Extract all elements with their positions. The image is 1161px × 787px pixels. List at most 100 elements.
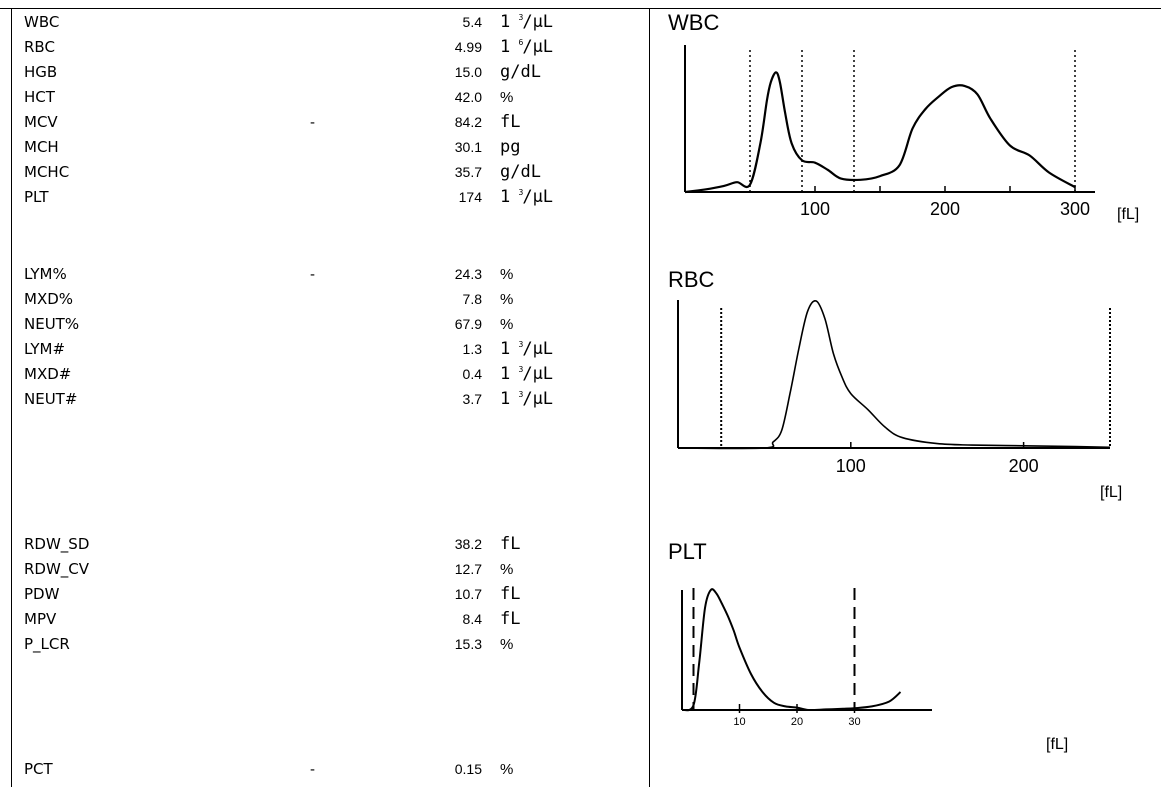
param-name: MCV [24,113,58,131]
param-value: 0.4 [462,366,482,382]
param-name: HCT [24,88,55,106]
param-row-lym-: LYM% - 24.3% [0,265,649,284]
unit-tail: /µL [522,389,554,409]
param-flag: - [310,761,315,778]
param-row-mxd-: MXD% 7.8% [0,290,649,309]
param-row-mchc: MCHC 35.7 g/dL [0,163,649,182]
param-unit: fL [500,535,520,554]
x-tick-label: 200 [930,199,960,219]
param-value: 1.3 [462,341,482,357]
unit-base: 1 [500,339,511,359]
unit-tail: /µL [522,37,554,57]
param-unit: % [500,265,513,284]
unit-tail: /µL [522,12,554,32]
unit-base: 1 [500,37,511,57]
top-border [0,8,1161,9]
param-name: MXD% [24,290,74,308]
param-name: MPV [24,610,57,628]
param-row-p-lcr: P_LCR 15.3% [0,635,649,654]
unit-base: fL [500,534,521,554]
x-tick-label: 300 [1060,199,1090,219]
param-unit: 1 6/µL [500,38,553,59]
param-value: 3.7 [462,391,482,407]
unit-tail: /µL [522,364,554,384]
param-row-neut-: NEUT# 3.7 1 3/µL [0,390,649,409]
param-name: NEUT% [24,315,80,333]
param-value: 38.2 [454,536,482,552]
param-name: LYM% [24,265,67,283]
distribution-curve [681,588,902,712]
param-row-rdw-sd: RDW_SD 38.2 fL [0,535,649,554]
left-border [11,8,12,787]
param-unit: 1 3/µL [500,340,553,361]
param-row-mpv: MPV 8.4 fL [0,610,649,629]
param-name: MCH [24,138,59,156]
x-tick-label: 100 [836,456,866,476]
param-unit: fL [500,610,520,629]
unit-base: g/dL [500,62,541,82]
param-value: 0.15 [454,761,482,777]
param-unit: fL [500,585,520,604]
wbc-unit-label: [fL] [1117,206,1140,223]
param-unit: 1 3/µL [500,13,553,34]
plt-unit-label: [fL] [1046,736,1069,753]
plt-graph-title: PLT [668,539,707,564]
unit-exponent: 3 [518,340,524,349]
unit-base: fL [500,609,521,629]
unit-exponent: 3 [518,13,524,22]
param-name: WBC [24,13,60,31]
param-row-pct: PCT - 0.15% [0,760,649,779]
unit-base: fL [500,584,521,604]
unit-base: % [500,761,514,778]
param-value: 8.4 [462,611,482,627]
param-value: 35.7 [454,164,482,180]
unit-exponent: 3 [518,365,524,374]
param-unit: % [500,88,513,107]
param-unit: fL [500,113,520,132]
param-value: 84.2 [454,114,482,130]
param-row-hct: HCT 42.0% [0,88,649,107]
param-unit: % [500,560,513,579]
unit-base: pg [500,137,521,157]
param-name: MCHC [24,163,70,181]
unit-base: fL [500,112,521,132]
param-name: RDW_SD [24,535,90,553]
param-unit: g/dL [500,163,541,182]
param-value: 12.7 [454,561,482,577]
unit-tail: /µL [522,187,554,207]
param-unit: 1 3/µL [500,365,553,386]
param-row-rbc: RBC 4.99 1 6/µL [0,38,649,57]
wbc-graph-title: WBC [668,10,720,35]
param-row-wbc: WBC 5.4 1 3/µL [0,13,649,32]
param-value: 4.99 [454,39,482,55]
param-value: 67.9 [454,316,482,332]
param-name: RDW_CV [24,560,90,578]
param-unit: g/dL [500,63,541,82]
param-value: 24.3 [454,266,482,282]
unit-base: 1 [500,187,511,207]
unit-base: % [500,636,514,653]
param-name: P_LCR [24,635,70,653]
param-name: PLT [24,188,49,206]
distribution-curve [677,299,1111,450]
param-value: 10.7 [454,586,482,602]
param-row-lym-: LYM# 1.3 1 3/µL [0,340,649,359]
param-row-pdw: PDW 10.7 fL [0,585,649,604]
param-row-hgb: HGB 15.0 g/dL [0,63,649,82]
unit-base: 1 [500,12,511,32]
unit-base: % [500,561,514,578]
wbc-histogram: 100 200 300 [684,45,1095,219]
param-value: 15.3 [454,636,482,652]
unit-tail: /µL [522,339,554,359]
rbc-histogram: 100 200 [677,299,1111,476]
param-value: 174 [458,189,482,205]
param-unit: % [500,760,513,779]
param-flag: - [310,114,315,131]
param-row-rdw-cv: RDW_CV 12.7% [0,560,649,579]
param-value: 30.1 [454,139,482,155]
rbc-unit-label: [fL] [1100,484,1123,501]
unit-base: % [500,89,514,106]
param-flag: - [310,266,315,283]
param-row-plt: PLT 174 1 3/µL [0,188,649,207]
param-name: PCT [24,760,53,778]
